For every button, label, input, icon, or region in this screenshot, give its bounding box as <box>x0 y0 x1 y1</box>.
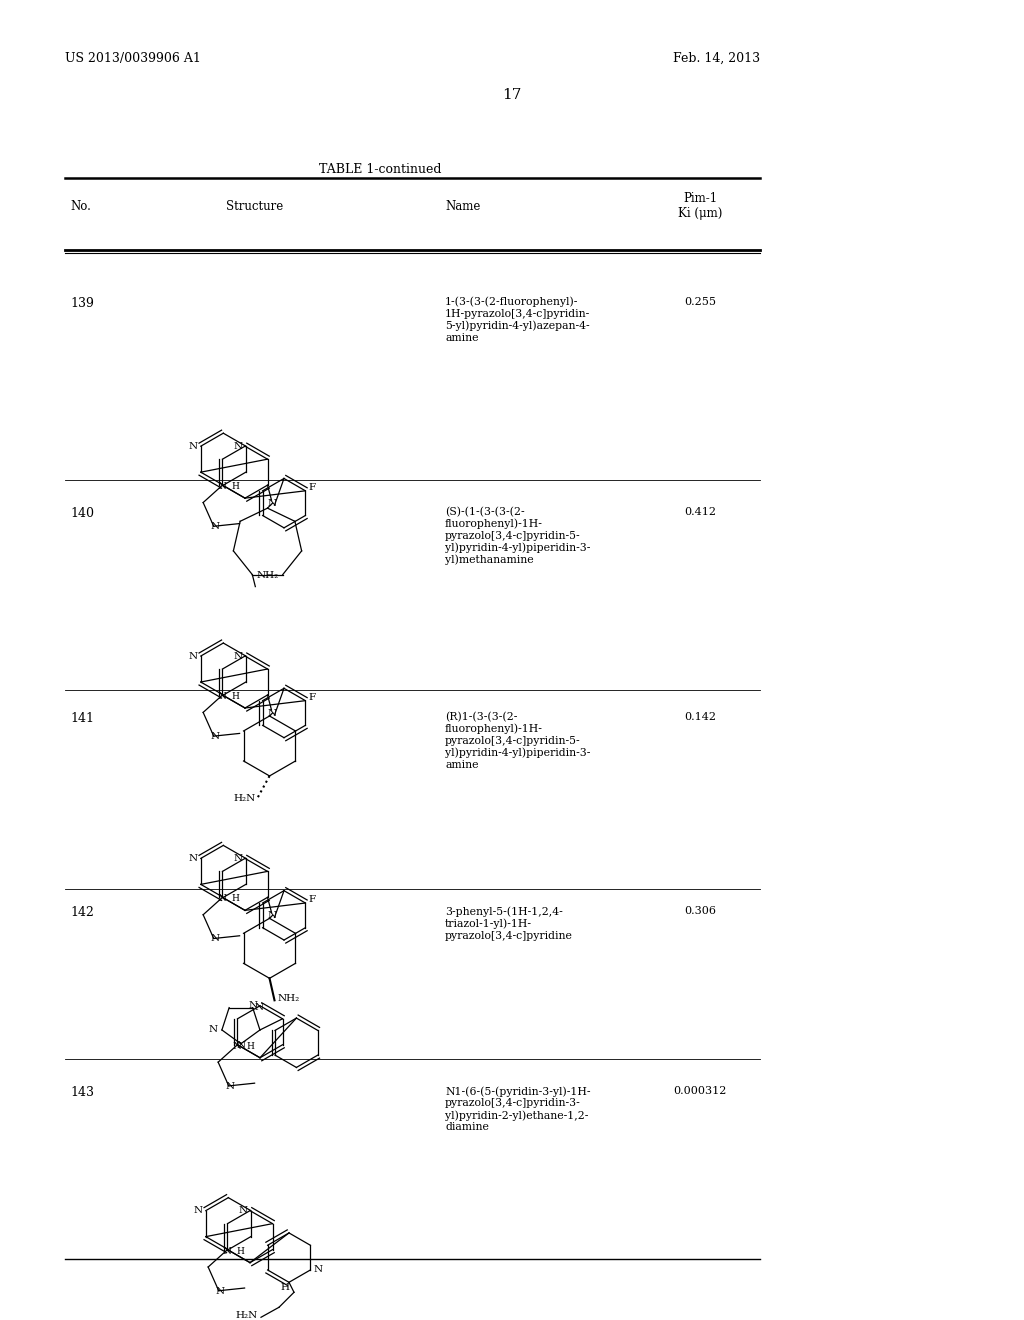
Text: US 2013/0039906 A1: US 2013/0039906 A1 <box>65 51 201 65</box>
Text: N: N <box>225 1082 234 1090</box>
Text: N: N <box>255 1003 264 1012</box>
Text: Feb. 14, 2013: Feb. 14, 2013 <box>673 51 760 65</box>
Text: N: N <box>194 1206 203 1216</box>
Text: N: N <box>233 854 243 863</box>
Text: N: N <box>249 1002 258 1010</box>
Text: 0.412: 0.412 <box>684 507 716 516</box>
Text: No.: No. <box>70 199 91 213</box>
Text: N: N <box>188 652 198 660</box>
Text: H: H <box>280 1283 289 1292</box>
Text: 0.306: 0.306 <box>684 907 716 916</box>
Text: N: N <box>210 935 219 944</box>
Text: N: N <box>210 523 219 531</box>
Text: N: N <box>232 1041 242 1051</box>
Text: F: F <box>308 483 315 492</box>
Text: N: N <box>268 709 278 718</box>
Text: 142: 142 <box>70 907 94 919</box>
Text: 0.142: 0.142 <box>684 711 716 722</box>
Text: N: N <box>237 1040 246 1049</box>
Text: Structure: Structure <box>226 199 284 213</box>
Text: H₂N: H₂N <box>233 793 256 803</box>
Text: N: N <box>233 652 243 660</box>
Text: 1-(3-(3-(2-fluorophenyl)-
1H-pyrazolo[3,4-c]pyridin-
5-yl)pyridin-4-yl)azepan-4-: 1-(3-(3-(2-fluorophenyl)- 1H-pyrazolo[3,… <box>445 297 590 343</box>
Text: N: N <box>215 1287 224 1296</box>
Text: (S)-(1-(3-(3-(2-
fluorophenyl)-1H-
pyrazolo[3,4-c]pyridin-5-
yl)pyridin-4-yl)pip: (S)-(1-(3-(3-(2- fluorophenyl)-1H- pyraz… <box>445 507 591 565</box>
Text: N: N <box>223 1246 232 1255</box>
Text: N: N <box>188 854 198 863</box>
Text: 143: 143 <box>70 1086 94 1100</box>
Text: 0.255: 0.255 <box>684 297 716 306</box>
Text: 17: 17 <box>503 88 521 102</box>
Text: H: H <box>231 692 240 701</box>
Text: H: H <box>247 1041 254 1051</box>
Text: H₂N: H₂N <box>236 1311 258 1320</box>
Text: N: N <box>313 1266 323 1275</box>
Text: (R)1-(3-(3-(2-
fluorophenyl)-1H-
pyrazolo[3,4-c]pyridin-5-
yl)pyridin-4-yl)piper: (R)1-(3-(3-(2- fluorophenyl)-1H- pyrazol… <box>445 711 591 770</box>
Text: H: H <box>231 482 240 491</box>
Text: H: H <box>231 895 240 903</box>
Text: N1-(6-(5-(pyridin-3-yl)-1H-
pyrazolo[3,4-c]pyridin-3-
yl)pyridin-2-yl)ethane-1,2: N1-(6-(5-(pyridin-3-yl)-1H- pyrazolo[3,4… <box>445 1086 591 1133</box>
Text: N: N <box>218 482 227 491</box>
Text: H: H <box>237 1246 245 1255</box>
Text: N: N <box>218 692 227 701</box>
Text: N: N <box>268 499 278 508</box>
Text: NH₂: NH₂ <box>256 570 279 579</box>
Text: N: N <box>210 733 219 741</box>
Text: Name: Name <box>445 199 480 213</box>
Text: N: N <box>218 895 227 903</box>
Text: 140: 140 <box>70 507 94 520</box>
Text: Ki (μm): Ki (μm) <box>678 207 722 220</box>
Text: N: N <box>233 442 243 450</box>
Text: 0.000312: 0.000312 <box>674 1086 727 1096</box>
Text: Pim-1: Pim-1 <box>683 191 717 205</box>
Text: F: F <box>308 895 315 904</box>
Text: 141: 141 <box>70 711 94 725</box>
Text: F: F <box>308 693 315 702</box>
Text: NH₂: NH₂ <box>278 994 300 1003</box>
Text: 3-phenyl-5-(1H-1,2,4-
triazol-1-yl)-1H-
pyrazolo[3,4-c]pyridine: 3-phenyl-5-(1H-1,2,4- triazol-1-yl)-1H- … <box>445 907 572 941</box>
Text: 139: 139 <box>70 297 94 310</box>
Text: N: N <box>209 1026 218 1035</box>
Text: N: N <box>268 911 278 920</box>
Text: N: N <box>239 1206 248 1216</box>
Text: TABLE 1-continued: TABLE 1-continued <box>318 162 441 176</box>
Text: N: N <box>188 442 198 450</box>
